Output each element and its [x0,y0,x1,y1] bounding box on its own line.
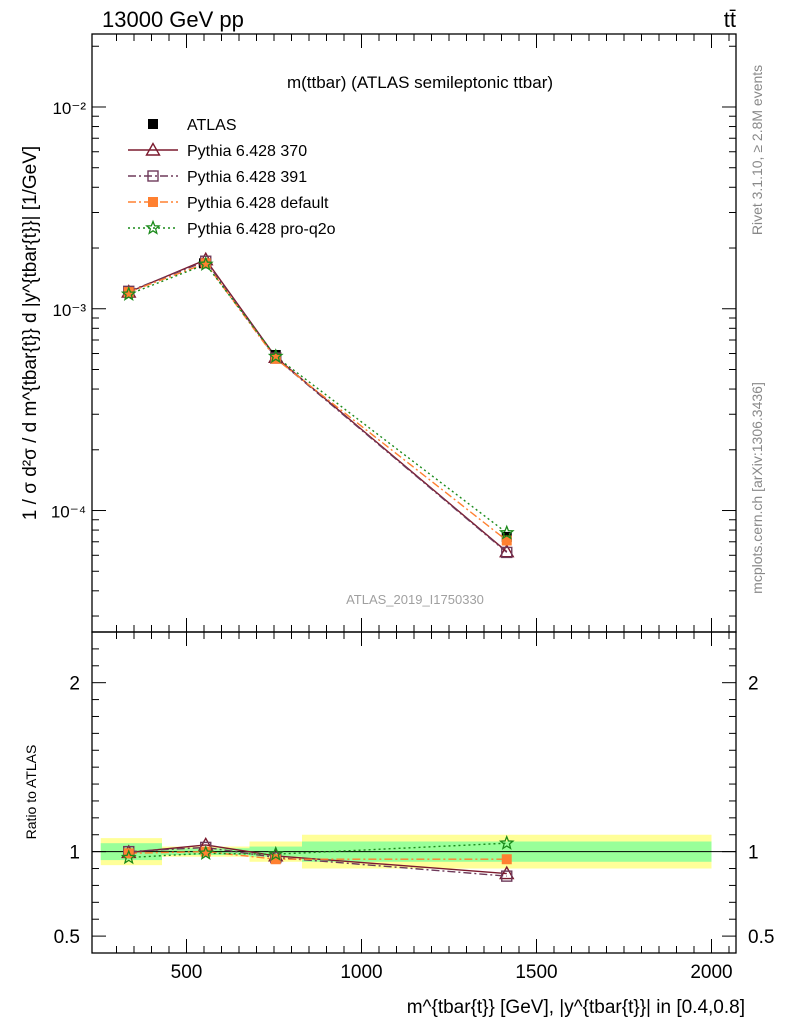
legend-marker-2 [147,170,159,182]
x-tick-label: 1000 [340,962,382,983]
ratio-point-2-1 [200,846,211,857]
legend-marker-0 [148,119,158,129]
ratio-y-tick-label-right: 1 [748,843,759,864]
legend-label-3: Pythia 6.428 default [187,195,329,212]
legend-marker-4 [145,219,161,235]
legend-label-4: Pythia 6.428 pro-q2o [187,221,336,238]
ratio-point-0-3 [499,865,515,880]
main-point-3-1 [200,258,211,269]
x-tick-label: 2000 [690,962,732,983]
energy-label: 13000 GeV pp [102,7,244,32]
x-axis-label: m^{tbar{t}} [GeV], |y^{tbar{t}}| in [0.4… [407,997,745,1018]
ratio-y-tick-label: 0.5 [54,927,80,948]
ratio-point-2-2 [270,854,281,865]
ratio-series-line-2 [128,850,507,860]
ratio-point-2-0 [123,848,134,859]
main-series-line-3 [128,262,508,542]
legend-label-1: Pythia 6.428 370 [187,143,307,160]
ratio-point-3-0 [120,849,137,865]
main-point-4-3 [498,524,515,540]
main-point-4-1 [197,256,214,272]
ratio-point-1-3 [501,870,513,882]
main-y-tick-label: 10⁻⁴ [51,503,86,522]
main-axis-ticks: 10⁻⁴ 10⁻³ 10⁻² [51,34,736,632]
legend-marker-3 [148,197,158,207]
main-y-axis-label: 1 / σ d²σ / d m^{tbar{t}} d |y^{tbar{t}}… [20,146,41,520]
main-point-3-3 [501,535,512,546]
ratio-point-3-3 [498,834,515,850]
x-tick-label: 1500 [515,962,557,983]
mcplots-label: mcplots.cern.ch [arXiv:1306.3436] [749,382,765,594]
ratio-point-2-3 [501,854,512,865]
main-point-1-3 [499,543,515,558]
ratio-series-line-0 [128,844,507,875]
legend-label-0: ATLAS [187,117,237,134]
ratio-axis-ticks: 0.5 0.5 1 1 2 2 500 1000 1500 2000 [54,632,774,983]
legend-marker-1 [145,142,161,156]
main-y-tick-label: 10⁻³ [52,301,86,320]
main-series-layer [120,251,515,559]
ratio-y-tick-label-right: 0.5 [748,927,774,948]
rivet-version-label: Rivet 3.1.10, ≥ 2.8M events [749,65,765,235]
ratio-y-axis-label: Ratio to ATLAS [23,745,39,840]
main-y-tick-label: 10⁻² [52,99,86,118]
ratio-point-3-1 [197,845,214,861]
ratio-point-3-2 [267,845,284,861]
x-tick-label: 500 [171,962,203,983]
analysis-watermark: ATLAS_2019_I1750330 [346,592,484,607]
legend: ATLAS Pythia 6.428 370 Pythia 6.428 391 Pyt… [128,117,336,238]
main-series-line-4 [128,263,508,534]
ratio-y-tick-label: 1 [69,843,80,864]
main-series-line-2 [128,260,508,553]
main-point-4-2 [267,348,284,364]
ratio-y-tick-label: 2 [69,674,80,695]
ratio-y-tick-label-right: 2 [748,674,759,695]
ratio-series-line-1 [128,846,507,877]
main-point-4-0 [120,285,137,301]
legend-label-2: Pythia 6.428 391 [187,169,307,186]
main-point-2-3 [501,546,513,559]
process-label: tt̄ [724,7,736,32]
main-point-3-0 [123,287,134,298]
chart-title: m(ttbar) (ATLAS semileptonic ttbar) [287,73,553,92]
ratio-series-layer [120,834,515,882]
